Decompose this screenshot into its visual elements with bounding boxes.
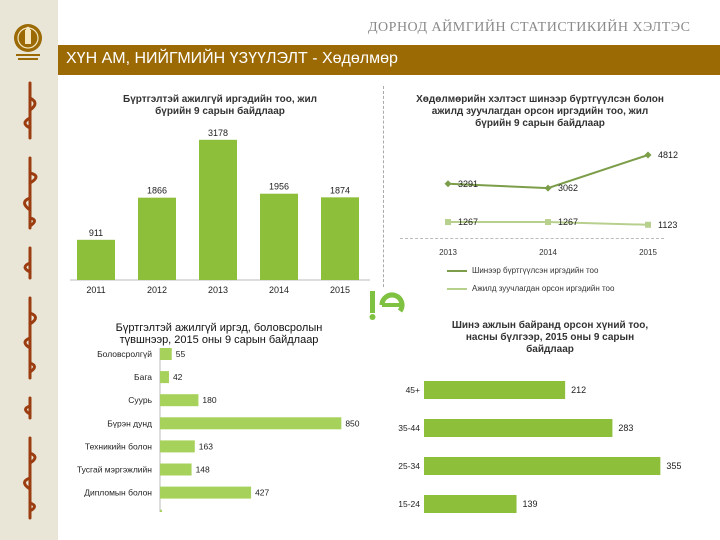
chart4-bar bbox=[424, 457, 661, 475]
chart1-title-line1: Бүртгэлтэй ажилгүй иргэдийн тоо, жил bbox=[123, 94, 317, 105]
chart3-category-label: Бүрэн дунд bbox=[107, 418, 152, 428]
page-title: ХҮН АМ, НИЙГМИЙН ҮЗҮҮЛЭЛТ - Хөдөлмөр bbox=[66, 50, 398, 67]
chart4-title-line2: насны бүлгээр, 2015 оны 9 сарын bbox=[465, 332, 635, 343]
chart2-category-label: 2015 bbox=[639, 248, 657, 257]
chart1-category-label: 2014 bbox=[269, 285, 289, 295]
chart3-value-label: 9 bbox=[166, 511, 171, 512]
chart3-bar bbox=[160, 463, 192, 476]
chart2-point bbox=[644, 151, 652, 159]
vertical-divider bbox=[383, 86, 384, 302]
chart1-value-label: 1956 bbox=[269, 182, 289, 192]
chart3-unemployed-by-education: Боловсролгүй 55 Бага 42 Суурь 180 Бүрэн дунд 85… bbox=[77, 348, 360, 512]
chart3-value-label: 163 bbox=[199, 441, 213, 451]
chart1-title: Бүртгэлтэй ажилгүй иргэдийн тоо, жил бүр… bbox=[95, 94, 345, 118]
chart3-title-line1: Бүртгэлтэй ажилгүй иргэд, боловсролын bbox=[115, 322, 323, 334]
title-bar: ХҮН АМ, НИЙГМИЙН ҮЗҮҮЛЭЛТ - Хөдөлмөр bbox=[58, 45, 720, 75]
chart1-value-label: 911 bbox=[89, 228, 103, 238]
legend-label-2: Ажилд зуучлагдан орсон иргэдийн тоо bbox=[472, 284, 615, 293]
chart2-title: Хөдөлмөрийн хэлтэст шинээр бүртгүүлсэн б… bbox=[410, 94, 670, 130]
chart2-axis-divider bbox=[400, 238, 664, 239]
chart2-point bbox=[545, 219, 551, 226]
chart3-title: Бүртгэлтэй ажилгүй иргэд, боловсролын тү… bbox=[74, 322, 364, 346]
chart1-bar bbox=[260, 193, 298, 280]
chart2-category-label: 2014 bbox=[539, 248, 557, 257]
chart2-value-label: 1267 bbox=[458, 217, 478, 227]
chart1-value-label: 3178 bbox=[208, 128, 228, 138]
chart1-category-label: 2015 bbox=[330, 285, 350, 295]
chart1-value-label: 1874 bbox=[330, 185, 350, 195]
chart2-value-label: 1267 bbox=[558, 217, 578, 227]
chart1-category-label: 2012 bbox=[147, 285, 167, 295]
chart3-bar bbox=[160, 417, 342, 430]
chart4-title-line1: Шинэ ажлын байранд орсон хүний тоо, bbox=[451, 320, 649, 331]
chart1-bar bbox=[321, 197, 359, 280]
chart2-point bbox=[544, 184, 552, 192]
chart3-category-label: Тусгай мэргэжлийн bbox=[77, 465, 152, 475]
chart3-category-label: Суурь bbox=[128, 395, 152, 405]
mongolian-script-decoration bbox=[23, 81, 38, 520]
chart1-unemployed-by-year: 911 2011 1866 2012 3178 2013 1956 2014 1874 2015 bbox=[70, 128, 370, 295]
chart3-category-label: Бага bbox=[134, 372, 152, 382]
chart3-category-label: Магистр доктор bbox=[90, 511, 152, 512]
chart3-value-label: 55 bbox=[176, 349, 186, 359]
chart2-legend-item-2: Ажилд зуучлагдан орсон иргэдийн тоо bbox=[447, 284, 614, 293]
chart1-category-label: 2013 bbox=[208, 285, 228, 295]
chart4-value-label: 212 bbox=[571, 385, 586, 395]
chart1-value-label: 1866 bbox=[147, 186, 167, 196]
chart1-bar bbox=[138, 197, 176, 280]
chart3-bar bbox=[160, 371, 169, 384]
chart1-bar bbox=[77, 239, 115, 280]
chart3-bar bbox=[160, 509, 162, 512]
chart3-value-label: 148 bbox=[196, 465, 210, 475]
sidebar bbox=[0, 0, 58, 540]
chart3-category-label: Дипломын болон bbox=[84, 488, 152, 498]
chart3-title-line2: түвшнээр, 2015 оны 9 сарын байдлаар bbox=[119, 334, 319, 346]
chart3-value-label: 180 bbox=[202, 395, 216, 405]
chart3-value-label: 850 bbox=[345, 418, 359, 428]
chart4-category-label: 25-34 bbox=[398, 461, 420, 471]
chart4-category-label: 35-44 bbox=[398, 423, 420, 433]
chart2-title-line2: ажилд зуучлагдан орсон иргэдийн тоо, жил bbox=[431, 106, 649, 117]
chart2-legend-item-1: Шинээр бүртгүүлсэн иргэдийн тоо bbox=[447, 266, 598, 275]
chart2-value-label: 4812 bbox=[658, 150, 678, 160]
chart2-title-line3: бүрийн 9 сарын байдлаар bbox=[475, 118, 605, 129]
chart3-bar bbox=[160, 394, 199, 407]
chart1-title-line2: бүрийн 9 сарын байдлаар bbox=[155, 106, 285, 117]
chart4-title: Шинэ ажлын байранд орсон хүний тоо, насн… bbox=[420, 320, 680, 356]
chart2-point bbox=[445, 219, 451, 226]
chart4-value-label: 355 bbox=[666, 461, 681, 471]
legend-label-1: Шинээр бүртгүүлсэн иргэдийн тоо bbox=[472, 266, 599, 275]
chart2-point bbox=[645, 221, 651, 228]
chart3-category-label: Техникийн болон bbox=[85, 441, 152, 451]
chart2-point bbox=[444, 180, 452, 188]
chart3-bar bbox=[160, 486, 252, 499]
chart4-value-label: 283 bbox=[618, 423, 633, 433]
legend-line-dark-icon bbox=[447, 269, 467, 272]
chart3-bar bbox=[160, 348, 172, 360]
organization-title: ДОРНОД АЙМГИЙН СТАТИСТИКИЙН ХЭЛТЭС bbox=[368, 20, 691, 35]
chart4-value-label: 139 bbox=[523, 499, 538, 509]
ie-logo-icon bbox=[366, 287, 406, 323]
chart2-registered-and-placed: 3291 3062 4812 1267 1267 1123 2013 2014 2015 bbox=[439, 150, 678, 257]
chart2-value-label: 3291 bbox=[458, 179, 478, 189]
chart4-bar bbox=[424, 419, 613, 437]
chart2-value-label: 3062 bbox=[558, 183, 578, 193]
chart3-value-label: 42 bbox=[173, 372, 183, 382]
chart4-category-label: 15-24 bbox=[398, 499, 420, 509]
chart2-value-label: 1123 bbox=[658, 220, 677, 230]
chart3-bar bbox=[160, 440, 195, 453]
chart1-category-label: 2011 bbox=[86, 285, 105, 295]
legend-line-light-icon bbox=[447, 287, 467, 290]
chart3-value-label: 427 bbox=[255, 488, 269, 498]
chart4-bar bbox=[424, 495, 517, 513]
chart2-title-line1: Хөдөлмөрийн хэлтэст шинээр бүртгүүлсэн б… bbox=[416, 94, 664, 105]
chart3-category-label: Боловсролгүй bbox=[97, 349, 152, 359]
chart4-bar bbox=[424, 381, 566, 399]
chart4-category-label: 45+ bbox=[406, 385, 420, 395]
emblem-icon bbox=[14, 24, 42, 60]
chart2-category-label: 2013 bbox=[439, 248, 457, 257]
chart1-bar bbox=[199, 139, 237, 280]
chart4-title-line3: байдлаар bbox=[526, 344, 574, 355]
chart4-new-jobs-by-age: 45+ 212 35-44 283 25-34 355 15-24 139 bbox=[398, 381, 681, 513]
